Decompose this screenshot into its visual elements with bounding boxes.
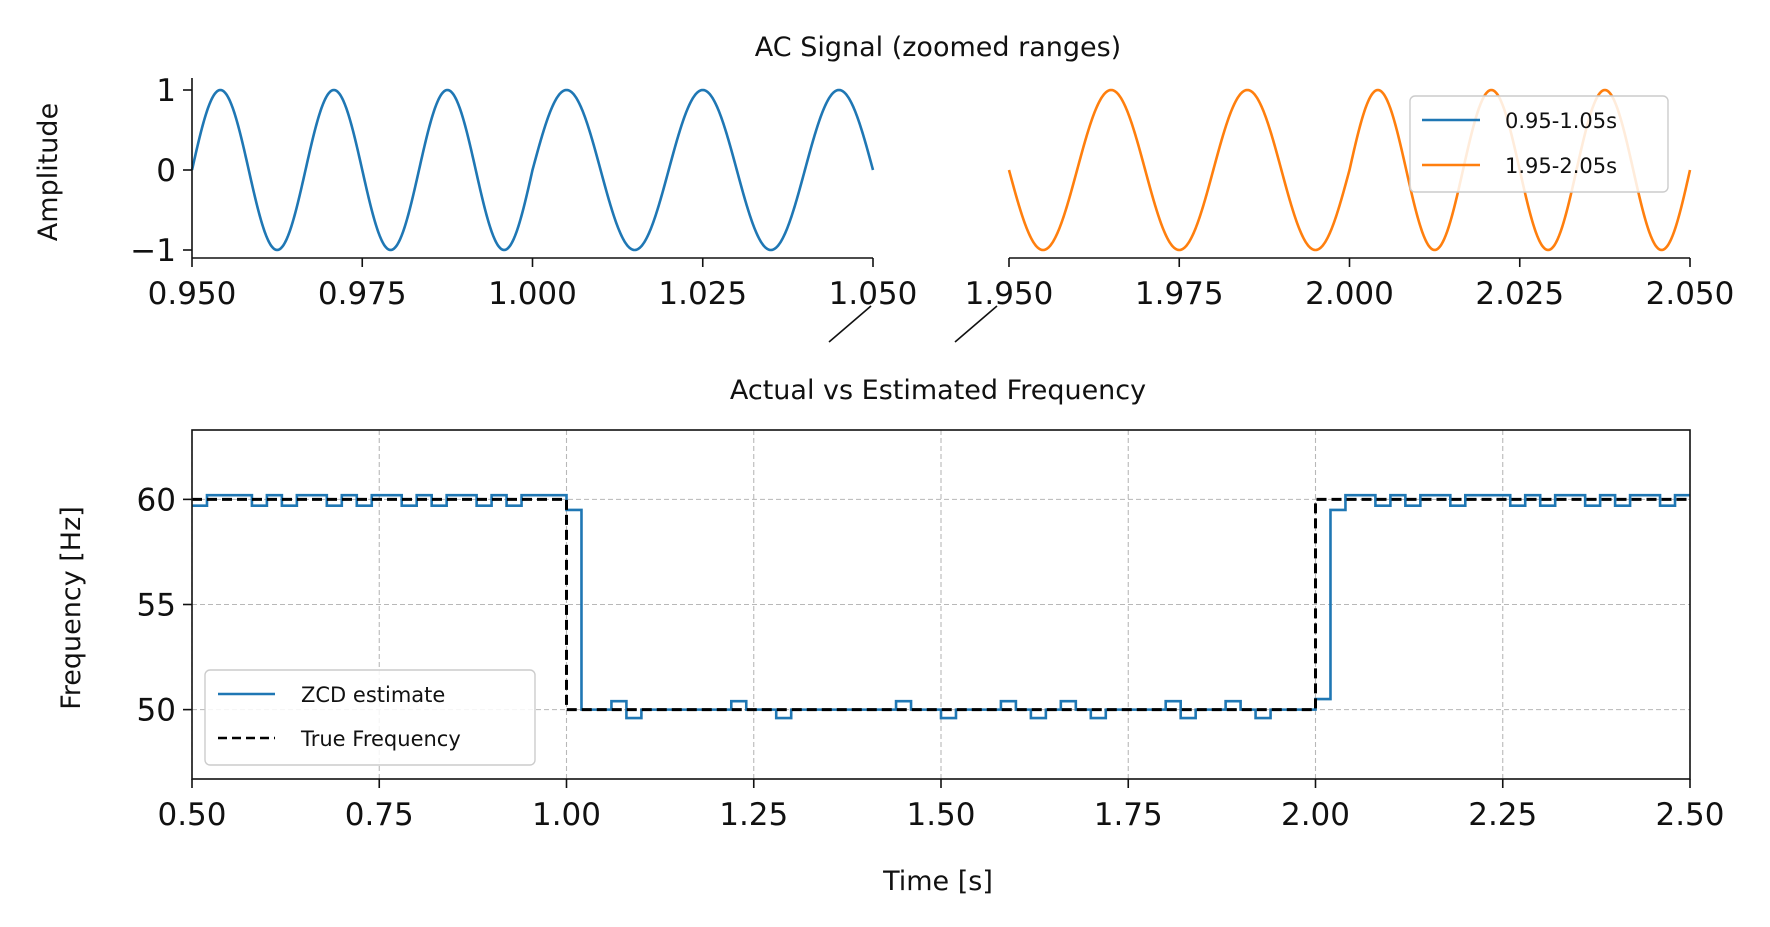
x-tick-label: 1.25 [719,797,788,833]
y-tick-label: 50 [137,693,176,729]
x-tick-label: 1.000 [488,276,577,312]
legend-label-zcd: ZCD estimate [301,683,445,707]
bottom-y-axis-label: Frequency [Hz] [56,506,87,710]
axis-break-mark-right [954,305,998,343]
x-tick-label: 2.025 [1475,276,1564,312]
series-line-range-1 [190,88,875,252]
x-tick-label: 2.50 [1655,797,1724,833]
x-tick-label: 1.950 [965,276,1054,312]
x-tick-label: 0.50 [157,797,226,833]
top-left-axes: 0.950 0.975 1.000 1.025 1.050 1 0 −1 [130,73,917,312]
bottom-x-axis-label: Time [s] [882,866,993,897]
x-tick-label: 2.050 [1646,276,1735,312]
bottom-legend: ZCD estimate True Frequency [204,669,536,766]
top-left-plot-area [190,88,875,252]
top-legend: 0.95-1.05s 1.95-2.05s [1409,95,1669,193]
x-tick-label: 1.025 [658,276,747,312]
bottom-legend-box [204,669,536,766]
bottom-chart-title: Actual vs Estimated Frequency [730,375,1146,406]
x-tick-label: 1.75 [1094,797,1163,833]
legend-label-range-1: 0.95-1.05s [1505,109,1617,133]
y-tick-label: 0 [156,153,176,189]
x-tick-label: 0.75 [345,797,414,833]
bottom-axes: 0.50 0.75 1.00 1.25 1.50 1.75 2.00 2.25 2.50 60 55… [137,429,1725,833]
x-tick-label: 1.050 [829,276,918,312]
legend-label-range-2: 1.95-2.05s [1505,154,1617,178]
y-tick-label: 1 [156,73,176,109]
x-tick-label: 0.975 [318,276,407,312]
bottom-plot-area [192,493,1690,720]
series-line-true-frequency [192,497,1690,712]
x-tick-label: 2.00 [1281,797,1350,833]
y-tick-label: 60 [137,482,176,518]
top-chart-title: AC Signal (zoomed ranges) [755,32,1121,63]
axis-break-mark-left [828,305,872,343]
x-tick-label: 2.25 [1468,797,1537,833]
x-tick-label: 1.975 [1135,276,1224,312]
top-y-axis-label: Amplitude [33,103,64,241]
x-tick-label: 1.00 [532,797,601,833]
x-tick-label: 0.950 [148,276,237,312]
legend-label-true-frequency: True Frequency [300,727,461,751]
y-tick-label: −1 [130,233,176,269]
top-right-axes: 1.950 1.975 2.000 2.025 2.050 [965,257,1735,312]
y-tick-label: 55 [137,588,176,624]
x-tick-label: 1.50 [906,797,975,833]
x-tick-label: 2.000 [1305,276,1394,312]
